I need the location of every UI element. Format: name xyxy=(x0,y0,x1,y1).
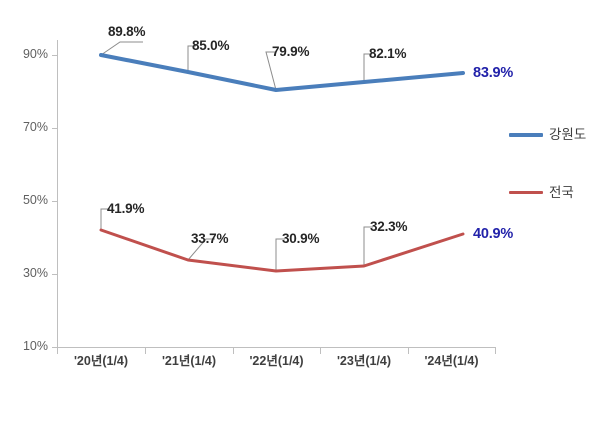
data-label-national-2021: 33.7% xyxy=(191,231,229,246)
y-axis-line xyxy=(57,40,58,348)
y-axis-tick xyxy=(52,55,57,56)
data-label-gangwon-2022: 79.9% xyxy=(272,44,310,59)
data-label-gangwon-2024: 83.9% xyxy=(473,65,514,81)
y-axis-tick xyxy=(52,201,57,202)
legend-swatch-national-icon xyxy=(509,191,543,195)
legend-item-gangwon[interactable]: 강원도 xyxy=(509,128,586,142)
y-axis-label-50: 50% xyxy=(22,193,48,207)
x-axis-tick xyxy=(57,348,58,354)
x-axis-tick xyxy=(233,348,234,354)
x-axis-tick xyxy=(495,348,496,354)
x-axis-label-2020: '20년(1/4) xyxy=(73,354,129,368)
x-axis-label-2023: '23년(1/4) xyxy=(336,354,392,368)
legend-swatch-gangwon-icon xyxy=(509,132,543,137)
y-axis-label-10: 10% xyxy=(22,339,48,353)
y-axis-tick xyxy=(52,128,57,129)
data-label-gangwon-2020: 89.8% xyxy=(108,24,146,39)
data-label-national-2023: 32.3% xyxy=(370,219,408,234)
x-axis-tick xyxy=(408,348,409,354)
data-label-gangwon-2023: 82.1% xyxy=(369,46,407,61)
series-line-national xyxy=(99,228,465,273)
leader-lines-national xyxy=(100,208,373,271)
y-axis-tick xyxy=(52,347,57,348)
y-axis-tick xyxy=(52,274,57,275)
x-axis-tick xyxy=(145,348,146,354)
y-axis-label-30: 30% xyxy=(22,266,48,280)
y-axis-label-90: 90% xyxy=(22,47,48,61)
x-axis-label-2021: '21년(1/4) xyxy=(161,354,217,368)
data-label-national-2020: 41.9% xyxy=(107,201,145,216)
x-axis-label-2022: '22년(1/4) xyxy=(249,354,304,368)
leader-lines-gangwon xyxy=(100,41,372,91)
legend-label-gangwon: 강원도 xyxy=(549,127,587,142)
legend-label-national: 전국 xyxy=(549,185,574,200)
data-label-national-2024: 40.9% xyxy=(473,226,514,242)
y-axis-label-70: 70% xyxy=(22,120,48,134)
legend-item-national[interactable]: 전국 xyxy=(509,186,574,200)
data-label-gangwon-2021: 85.0% xyxy=(192,38,230,53)
x-axis-label-2024: '24년(1/4) xyxy=(424,354,479,368)
data-label-national-2022: 30.9% xyxy=(282,231,320,246)
x-axis-line xyxy=(57,347,496,348)
x-axis-tick xyxy=(320,348,321,354)
series-line-gangwon xyxy=(99,53,465,92)
